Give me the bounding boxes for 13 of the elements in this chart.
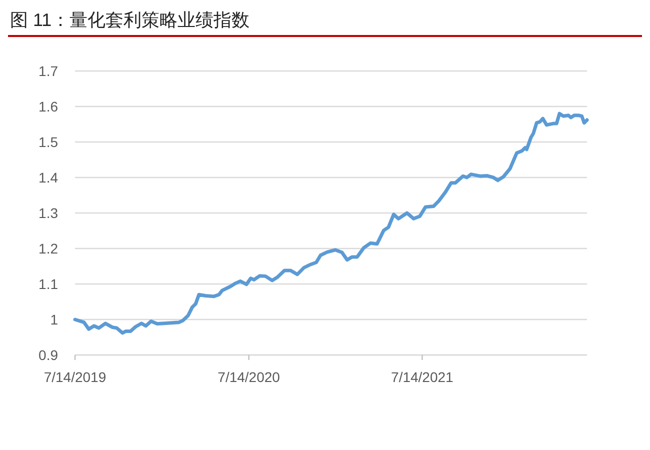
x-tick-label: 7/14/2020	[218, 369, 280, 385]
y-tick-label: 1	[50, 312, 58, 328]
x-tick-label: 7/14/2021	[391, 369, 454, 385]
x-tick-label: 7/14/2019	[44, 369, 106, 385]
y-tick-label: 1.6	[38, 98, 58, 114]
y-tick-label: 1.1	[38, 276, 58, 292]
y-tick-label: 1.5	[38, 134, 58, 150]
y-tick-label: 1.7	[38, 63, 58, 79]
y-tick-label: 1.2	[38, 240, 58, 256]
y-tick-label: 0.9	[38, 347, 58, 363]
y-tick-label: 1.3	[38, 205, 58, 221]
title: 图 11：量化套利策略业绩指数	[10, 10, 250, 30]
y-tick-label: 1.4	[38, 170, 58, 186]
